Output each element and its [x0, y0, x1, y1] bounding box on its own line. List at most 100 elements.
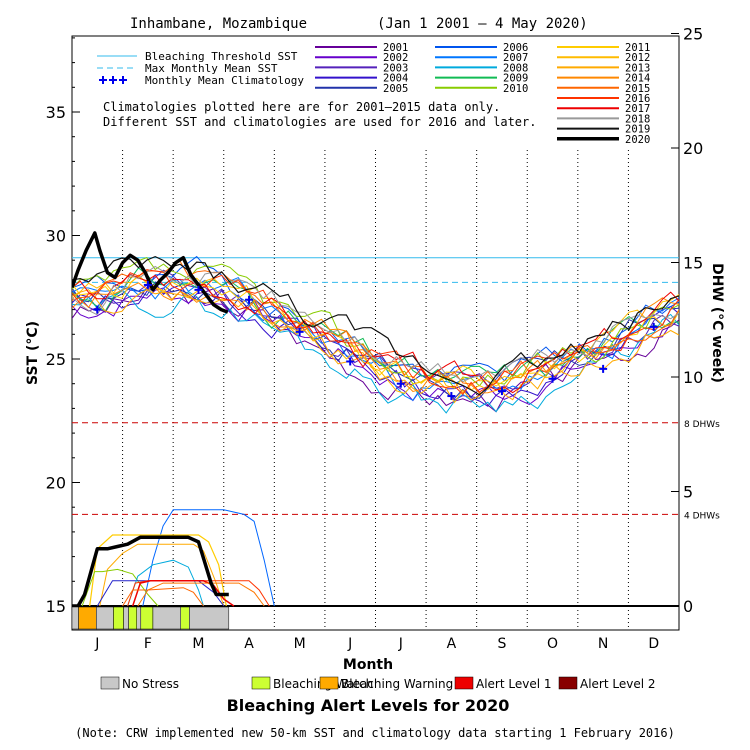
x-axis-label: Month: [343, 657, 393, 673]
alert-legend-swatch: [251, 676, 271, 690]
alert-legend-swatch: [454, 676, 474, 690]
sst-series-2020: [72, 231, 229, 314]
sst-series-2005: [72, 281, 679, 399]
alert-bar-segment: [128, 606, 137, 630]
dhw-series-2016: [127, 580, 270, 607]
month-tick-label: S: [498, 636, 507, 652]
legend-year-label: 2004: [383, 73, 408, 85]
month-tick-label: A: [447, 636, 457, 652]
month-tick-label: D: [648, 636, 659, 652]
sst-series-2017: [72, 273, 679, 394]
footnote: (Note: CRW implemented new 50-km SST and…: [75, 726, 675, 740]
alert-bar-segment: [136, 606, 142, 630]
month-tick-label: A: [244, 636, 254, 652]
sst-tick-label: 20: [46, 474, 66, 493]
dhw-tick-label: 10: [683, 368, 703, 387]
month-tick-label: M: [294, 636, 306, 652]
legend-year-label: 2009: [503, 73, 528, 85]
alert-bar-segment: [113, 606, 124, 630]
climatology-marker: [599, 364, 608, 373]
legend-label: Max Monthly Mean SST: [145, 62, 278, 75]
month-tick-label: J: [347, 636, 352, 652]
alert-legend-label: No Stress: [122, 677, 179, 691]
dhw-series-2008: [127, 559, 204, 607]
legend-year-label: 2016: [625, 93, 650, 105]
climatology-marker: [396, 379, 405, 388]
dhw-tick-label: 15: [683, 254, 703, 273]
month-tick-label: F: [144, 636, 152, 652]
sst-tick-label: 30: [46, 227, 66, 246]
month-tick-label: N: [598, 636, 608, 652]
alert-legend-swatch: [319, 676, 339, 690]
climatology-marker: [649, 322, 658, 331]
chart-date-range: (Jan 1 2001 – 4 May 2020): [377, 16, 588, 32]
alert-legend-label: Alert Level 2: [580, 677, 656, 691]
sst-series-2008: [72, 288, 679, 414]
dhw-series-2020: [72, 535, 229, 608]
dhw-series-2010: [81, 568, 159, 607]
climatology-marker: [497, 387, 506, 396]
alert-bar-segment: [140, 606, 154, 630]
legend-year-label: 2008: [503, 62, 528, 74]
legend-year-label: 2005: [383, 83, 408, 95]
dhw-series-2017: [131, 580, 235, 607]
sst-tick-label: 25: [46, 350, 66, 369]
alert-bar-segment: [96, 606, 114, 630]
alert-legend-label: Alert Level 1: [476, 677, 552, 691]
alert-bar-segment: [78, 606, 97, 630]
y-axis-left-label: SST (°C): [25, 321, 41, 385]
legend-year-label: 2013: [625, 62, 650, 74]
climatology-marker: [447, 392, 456, 401]
alert-bar-segment: [180, 606, 190, 630]
legend-year-label: 2017: [625, 103, 650, 115]
climatology-marker: [194, 285, 203, 294]
dhw-series-group: [72, 509, 275, 608]
alert-bar-segment: [123, 606, 129, 630]
alert-legend-swatch: [558, 676, 578, 690]
legend-year-label: 2012: [625, 52, 650, 64]
dhw-series-2006: [142, 509, 275, 607]
legend-year-label: 2011: [625, 42, 650, 54]
climatology-marker: [295, 327, 304, 336]
sst-series-2016: [72, 269, 679, 396]
plot-frame: [71, 35, 680, 631]
legend-year-label: 2010: [503, 83, 528, 95]
climatology-marker: [245, 295, 254, 304]
alert-legend-label: Bleaching Warning: [341, 677, 453, 691]
sst-tick-label: 35: [46, 103, 66, 122]
legend-year-label: 2007: [503, 52, 528, 64]
dhw-tick-label: 25: [683, 25, 703, 44]
dhw-series-2015: [122, 587, 204, 607]
note-line-2: Different SST and climatologies are used…: [103, 115, 536, 129]
dhw-series-2014: [137, 582, 265, 607]
climatology-marker: [346, 357, 355, 366]
legend-year-label: 2001: [383, 42, 408, 54]
alert-bar-segment: [71, 606, 79, 630]
climatology-marker: [143, 280, 152, 289]
dhw-tick-label: 0: [683, 597, 693, 616]
legend-year-label: 2002: [383, 52, 408, 64]
legend-year-label: 2014: [625, 73, 650, 85]
legend-year-label: 2018: [625, 113, 650, 125]
note-line-1: Climatologies plotted here are for 2001–…: [103, 100, 500, 114]
legend-label: Bleaching Threshold SST: [145, 50, 298, 63]
dhw-reference-label: 8 DHWs: [684, 420, 720, 430]
month-tick-label: M: [192, 636, 204, 652]
sst-tick-label: 15: [46, 597, 66, 616]
alert-legend-swatch: [100, 676, 120, 690]
sst-series-2011: [72, 274, 679, 387]
month-tick-label: O: [547, 636, 558, 652]
dhw-tick-label: 5: [683, 483, 693, 502]
legend-year-label: 2015: [625, 83, 650, 95]
y-axis-right-label: DHW (°C week): [709, 263, 725, 383]
sst-series-2004: [72, 282, 679, 407]
sst-series-2013: [72, 289, 679, 404]
climatology-marker: [93, 305, 102, 314]
legend-year-label: 2019: [625, 124, 650, 136]
legend-year-label: 2020: [625, 134, 650, 146]
